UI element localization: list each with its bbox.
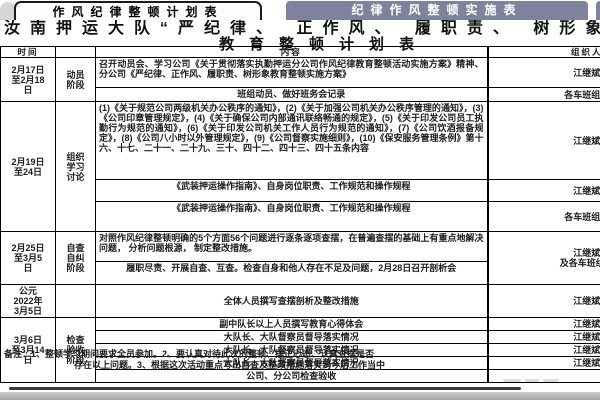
page-title-line1: 汝南押运大队“严纪律、 正作风、 履职责、 树形象” xyxy=(4,20,600,37)
time-cell-s5: 3月6日 至3月14 日 xyxy=(0,317,56,383)
table-row: 2月19日 至24日 组织 学习 讨论 (1)《关于规范公司两级机关办公秩序的通… xyxy=(0,101,600,232)
table-row: 公元 2022年 3月5日 全体人员撰写查摆剖析及整改措施 江继斌 xyxy=(0,284,600,318)
tab-discipline-plan[interactable]: 作风纪律整顿计划表 xyxy=(14,1,262,20)
window-bottom-edge xyxy=(0,392,600,400)
organizer-cell: 江继斌 xyxy=(486,317,600,331)
content-cell: 公司、分公司检查验收 xyxy=(95,369,488,383)
organizer-cell: 江继斌 xyxy=(486,330,600,344)
organizer-cell: 各车班组长 xyxy=(486,87,600,102)
content-cell: 召开动员会、学习公司《关于贯彻落实执勤押运分公司作风纪律教育整顿活动实施方案》精… xyxy=(95,57,488,88)
content-cell: (1)《关于规范公司两级机关办公秩序的通知》，(2)《关于加强公司机关办公秩序管… xyxy=(95,101,488,180)
time-cell-s1: 2月17日 至2月18 日 xyxy=(0,57,56,102)
stage-cell-s5: 检查 验收 阶段 xyxy=(55,317,96,383)
content-cell: 班组动员、做好班务会记录 xyxy=(95,87,488,102)
stage-cell-s1: 动员 阶段 xyxy=(55,57,96,102)
faint-watermark xyxy=(503,372,563,383)
sheet-tab-bar: 作风纪律整顿计划表 纪律作风整顿实施表 xyxy=(0,0,600,20)
header-time: 时间 xyxy=(0,46,56,58)
content-cell: 对照作风纪律整顿明确的5个方面56个问题进行逐条逐项查摆，在普遍查摆的基础上有重… xyxy=(95,231,488,262)
content-cell: 履职尽责、开展自查、互查。检查自身和他人存在不足及问题，2月28日召开剖析会 xyxy=(95,261,488,285)
table-row: 3月6日 至3月14 日 检查 验收 阶段 副中队长以上人员撰写教育心得体会 江… xyxy=(0,317,600,383)
organizer-cell: 江继斌 xyxy=(486,101,600,180)
organizer-cell-merged: 江继斌 及各车班组长 xyxy=(486,231,600,285)
table-row: 大队长、大队督察员督导落实情况 江继斌 xyxy=(1,330,600,344)
page-bottom-shadow xyxy=(9,387,521,390)
organizer-cell: 江继斌 xyxy=(486,57,600,88)
table-row: 大队长、大队督察员督导落实情况 江继斌 xyxy=(1,356,600,370)
table-header-row: 时间 内容 组织人 xyxy=(0,46,600,58)
table-row: 公司、分公司检查验收 xyxy=(1,369,600,383)
remarks-line1: 备注：1、整顿学习期间要求全员参加。2、要认真对待此次的整顿、摆正心态、认真查摆… xyxy=(4,349,375,359)
content-cell: 全体人员撰写查摆剖析及整改措施 xyxy=(95,284,488,318)
organizer-cell: 江继斌 xyxy=(486,284,600,318)
header-stage xyxy=(55,46,96,58)
tab-partial-cut[interactable] xyxy=(596,1,600,20)
time-cell-s2: 2月19日 至24日 xyxy=(0,101,56,232)
content-cell: 《武装押运操作指南》、自身岗位职责、工作规范和操作规程 xyxy=(95,201,488,232)
stage-cell-s4 xyxy=(55,284,96,318)
tab-bar-corner xyxy=(0,2,16,20)
tab-discipline-implementation[interactable]: 纪律作风整顿实施表 xyxy=(286,1,588,20)
table-row: 《武装押运操作指南》、自身岗位职责、工作规范和操作规程 江继斌 xyxy=(1,179,600,202)
plan-table: 时间 内容 组织人 2月17日 至2月18 日 动员 阶段 召开动员会、学习公司… xyxy=(0,46,600,383)
header-content: 内容 xyxy=(95,46,488,58)
organizer-cell: 江继斌 xyxy=(486,179,600,202)
content-cell: 副中队长以上人员撰写教育心得体会 xyxy=(95,317,488,331)
stage-cell-s3: 自查 自纠 阶段 xyxy=(55,231,96,285)
table-row: 履职尽责、开展自查、互查。检查自身和他人存在不足及问题，2月28日召开剖析会 xyxy=(1,261,600,285)
header-organizer: 组织人 xyxy=(486,46,600,58)
content-cell: 大队长、大队督察员督导落实情况 xyxy=(95,330,488,344)
remarks: 备注：1、整顿学习期间要求全员参加。2、要认真对待此次的整顿、摆正心态、认真查摆… xyxy=(0,349,600,370)
table-row: 2月17日 至2月18 日 动员 阶段 召开动员会、学习公司《关于贯彻落实执勤押… xyxy=(0,57,600,102)
time-cell-s3: 2月25日 至3月5 日 xyxy=(0,231,56,285)
stage-cell-s2: 组织 学习 讨论 xyxy=(55,101,96,232)
time-cell-s4: 公元 2022年 3月5日 xyxy=(0,284,56,318)
remarks-line2: 存在以上问题。3、根据这次活动重点写出自查及整改措施落实到今后工作当中 xyxy=(74,359,386,370)
organizer-cell: 各车班组长 xyxy=(486,201,600,232)
table-row: 班组动员、做好班务会记录 各车班组长 xyxy=(1,87,600,102)
content-cell: 《武装押运操作指南》、自身岗位职责、工作规范和操作规程 xyxy=(95,179,488,202)
table-row: 2月25日 至3月5 日 自查 自纠 阶段 对照作风纪律整顿明确的5个方面56个… xyxy=(0,231,600,285)
